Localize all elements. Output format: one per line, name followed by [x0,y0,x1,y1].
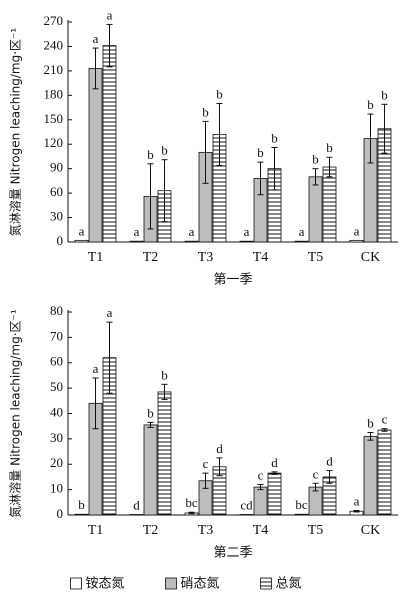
significance-label: d [133,497,140,512]
y-tick-label: 40 [50,404,63,419]
significance-label: d [271,455,278,470]
x-tick-label: T5 [308,250,324,265]
legend-swatch [260,577,272,590]
significance-label: d [216,441,223,456]
y-tick-label: 120 [44,135,64,150]
bar [129,514,144,516]
legend-label: 硝态氮 [181,577,220,592]
bar [143,424,158,516]
y-tick-label: 20 [50,455,63,470]
significance-label: a [189,224,195,239]
bar [267,472,282,516]
significance-label: a [93,361,99,376]
y-tick-label: 0 [57,506,64,521]
x-tick-label: T1 [88,523,104,538]
y-tick-label: 70 [50,328,63,343]
y-tick-label: 180 [44,86,64,101]
x-tick-label: T4 [253,250,269,265]
significance-label: a [79,223,85,238]
significance-label: b [216,86,223,101]
significance-label: a [354,493,360,508]
significance-label: b [381,87,388,102]
y-tick-label: 270 [44,13,64,28]
y-tick-label: 240 [44,37,64,52]
y-axis-label: 氮淋溶量 Nitrogen leaching/mg·区⁻¹ [8,309,23,518]
significance-label: a [93,31,99,46]
significance-label: a [107,305,113,320]
x-tick-label: T3 [198,523,214,538]
y-tick-label: 210 [44,62,64,77]
bar [129,240,144,243]
bar [253,486,268,516]
bar [239,240,254,243]
y-tick-label: 80 [50,303,63,318]
significance-label: c [203,456,209,471]
significance-label: b [147,147,154,162]
significance-label: b [257,145,264,160]
bar [102,45,117,243]
y-tick-label: 0 [57,233,64,248]
x-tick-label: CK [361,523,380,538]
significance-label: b [147,405,154,420]
x-tick-label: T2 [143,523,159,538]
bar [74,513,89,516]
significance-label: a [244,224,250,239]
x-tick-label: T5 [308,523,324,538]
bar [308,176,323,243]
legend-swatch [165,577,177,590]
significance-label: a [299,224,305,239]
y-tick-label: 10 [50,481,63,496]
significance-label: a [134,224,140,239]
bar [363,435,378,516]
x-tick-label: T4 [253,523,269,538]
significance-label: c [313,466,319,481]
bar [184,240,199,243]
bar [349,239,364,243]
bar [294,240,309,243]
significance-label: c [258,468,264,483]
y-tick-label: 30 [50,430,63,445]
significance-label: a [354,223,360,238]
significance-label: c [382,412,388,427]
y-axis-label: 氮淋溶量 Nitrogen leaching/mg·区⁻¹ [8,28,23,237]
bar [322,166,337,243]
legend-label: 总氮 [276,577,302,592]
legend-swatch [70,577,82,590]
significance-label: a [107,7,113,22]
x-axis-label: 第二季 [213,546,252,561]
significance-label: b [367,416,374,431]
significance-label: b [326,140,333,155]
significance-label: b [161,143,168,158]
significance-label: bc [295,497,308,512]
y-tick-label: 60 [50,354,63,369]
significance-label: b [161,367,168,382]
bar [88,68,103,243]
significance-label: d [326,454,333,469]
bar [377,429,392,516]
y-tick-label: 30 [50,209,63,224]
significance-label: b [367,97,374,112]
y-tick-label: 50 [50,379,63,394]
y-tick-label: 60 [50,184,63,199]
significance-label: b [202,104,209,119]
significance-label: cd [240,497,253,512]
x-tick-label: T2 [143,250,159,265]
bar [74,239,89,243]
significance-label: b [271,130,278,145]
y-tick-label: 90 [50,160,63,175]
x-tick-label: T3 [198,250,214,265]
legend-label: 铵态氮 [86,577,125,592]
y-tick-label: 150 [44,111,64,126]
x-axis-label: 第一季 [213,273,252,288]
bar [239,514,254,516]
significance-label: b [312,152,319,167]
significance-label: bc [185,495,198,510]
bar [157,391,172,516]
x-tick-label: T1 [88,250,104,265]
significance-label: b [78,497,85,512]
bar [294,513,309,516]
x-tick-label: CK [361,250,380,265]
